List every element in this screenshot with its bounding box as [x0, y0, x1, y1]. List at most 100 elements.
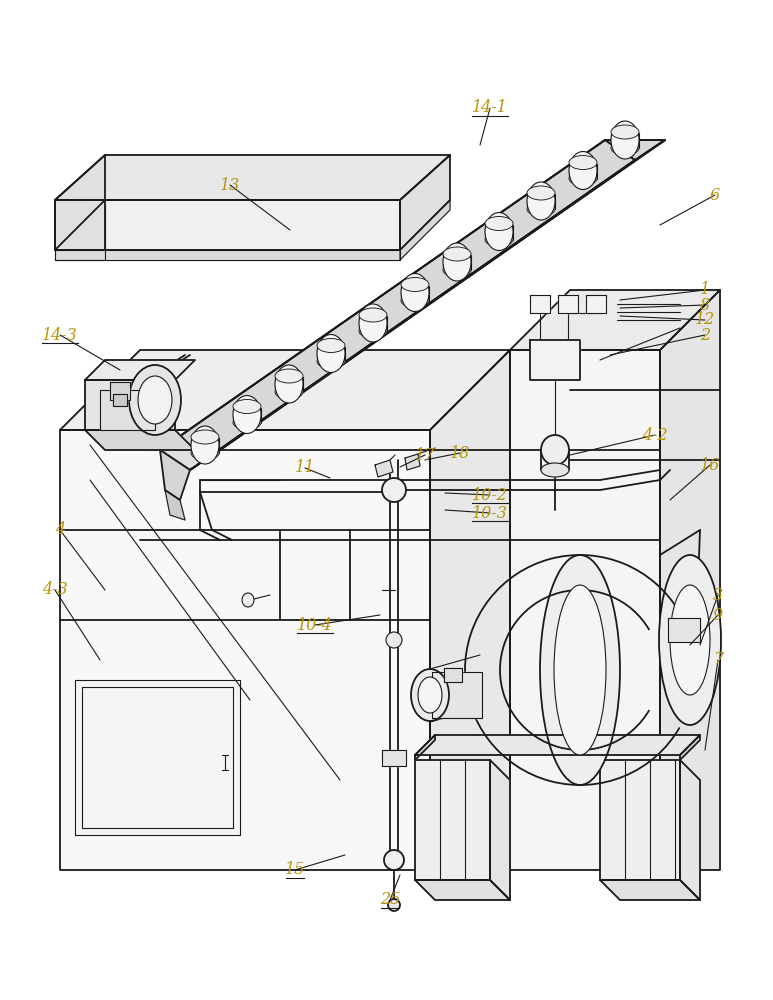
Polygon shape: [600, 760, 680, 880]
Circle shape: [386, 632, 402, 648]
Circle shape: [382, 478, 406, 502]
Ellipse shape: [569, 172, 597, 186]
Text: 18: 18: [450, 444, 470, 462]
Polygon shape: [382, 750, 406, 766]
Ellipse shape: [554, 585, 606, 755]
Polygon shape: [415, 880, 510, 900]
Polygon shape: [160, 450, 190, 500]
Polygon shape: [600, 880, 700, 900]
Ellipse shape: [443, 247, 471, 261]
Ellipse shape: [540, 555, 620, 785]
Polygon shape: [55, 155, 105, 250]
Polygon shape: [85, 380, 175, 430]
Ellipse shape: [191, 430, 219, 444]
Text: 16: 16: [700, 456, 720, 474]
Polygon shape: [160, 140, 635, 470]
Polygon shape: [415, 735, 700, 755]
Text: 4-2: 4-2: [642, 426, 668, 444]
Ellipse shape: [401, 277, 429, 292]
Ellipse shape: [242, 593, 254, 607]
Polygon shape: [400, 155, 450, 250]
Text: 12: 12: [695, 312, 715, 328]
Ellipse shape: [233, 416, 261, 430]
Text: 14-3: 14-3: [42, 326, 78, 344]
Ellipse shape: [611, 141, 639, 155]
Ellipse shape: [359, 324, 387, 338]
Ellipse shape: [485, 213, 513, 250]
Text: 7: 7: [713, 652, 723, 668]
Ellipse shape: [527, 202, 555, 216]
Polygon shape: [415, 760, 490, 880]
Ellipse shape: [359, 308, 387, 322]
Text: 14-1: 14-1: [472, 100, 508, 116]
Text: 1: 1: [700, 282, 710, 298]
Polygon shape: [415, 735, 435, 760]
Ellipse shape: [485, 217, 513, 231]
Ellipse shape: [541, 463, 569, 477]
Polygon shape: [165, 490, 185, 520]
Ellipse shape: [485, 232, 513, 246]
Polygon shape: [680, 735, 700, 760]
Ellipse shape: [275, 365, 303, 403]
Polygon shape: [586, 295, 606, 313]
Text: 8: 8: [700, 296, 710, 314]
Ellipse shape: [569, 151, 597, 190]
Polygon shape: [160, 140, 665, 450]
Text: 3: 3: [713, 586, 723, 603]
Ellipse shape: [233, 395, 261, 434]
Ellipse shape: [129, 365, 181, 435]
Ellipse shape: [611, 121, 639, 159]
Polygon shape: [530, 340, 580, 380]
Text: 13: 13: [220, 176, 240, 194]
Polygon shape: [55, 250, 400, 260]
Polygon shape: [100, 390, 155, 430]
Text: 4-3: 4-3: [43, 582, 68, 598]
Polygon shape: [510, 350, 660, 870]
Polygon shape: [490, 760, 510, 900]
Polygon shape: [558, 295, 578, 313]
Ellipse shape: [527, 182, 555, 220]
Polygon shape: [113, 394, 127, 406]
Polygon shape: [110, 382, 130, 400]
Ellipse shape: [359, 304, 387, 342]
Ellipse shape: [401, 294, 429, 308]
Ellipse shape: [527, 186, 555, 200]
Polygon shape: [530, 295, 550, 313]
Ellipse shape: [191, 426, 219, 464]
Polygon shape: [680, 760, 700, 900]
Text: 2: 2: [700, 326, 710, 344]
Ellipse shape: [611, 125, 639, 139]
Ellipse shape: [191, 446, 219, 460]
Polygon shape: [432, 672, 482, 718]
Text: 10-2: 10-2: [472, 487, 508, 504]
Polygon shape: [60, 350, 510, 430]
Polygon shape: [85, 430, 195, 450]
Ellipse shape: [659, 555, 721, 725]
Ellipse shape: [569, 155, 597, 169]
Polygon shape: [85, 360, 195, 380]
Ellipse shape: [418, 677, 442, 713]
Text: 11: 11: [295, 460, 315, 477]
Polygon shape: [510, 290, 720, 350]
Circle shape: [388, 899, 400, 911]
Ellipse shape: [401, 273, 429, 312]
Text: 10-4: 10-4: [297, 616, 333, 634]
Polygon shape: [190, 140, 665, 470]
Circle shape: [384, 850, 404, 870]
Polygon shape: [668, 618, 700, 642]
Polygon shape: [660, 290, 720, 870]
Text: 10-3: 10-3: [472, 504, 508, 522]
Ellipse shape: [317, 355, 345, 368]
Text: 4: 4: [55, 522, 65, 538]
Ellipse shape: [317, 334, 345, 372]
Ellipse shape: [443, 243, 471, 281]
Text: 17: 17: [415, 446, 435, 464]
Text: 6: 6: [710, 186, 720, 204]
Polygon shape: [55, 155, 450, 200]
Polygon shape: [430, 350, 510, 870]
Ellipse shape: [411, 669, 449, 721]
Polygon shape: [55, 200, 450, 250]
Ellipse shape: [275, 369, 303, 383]
Polygon shape: [55, 200, 400, 250]
Ellipse shape: [670, 585, 710, 695]
